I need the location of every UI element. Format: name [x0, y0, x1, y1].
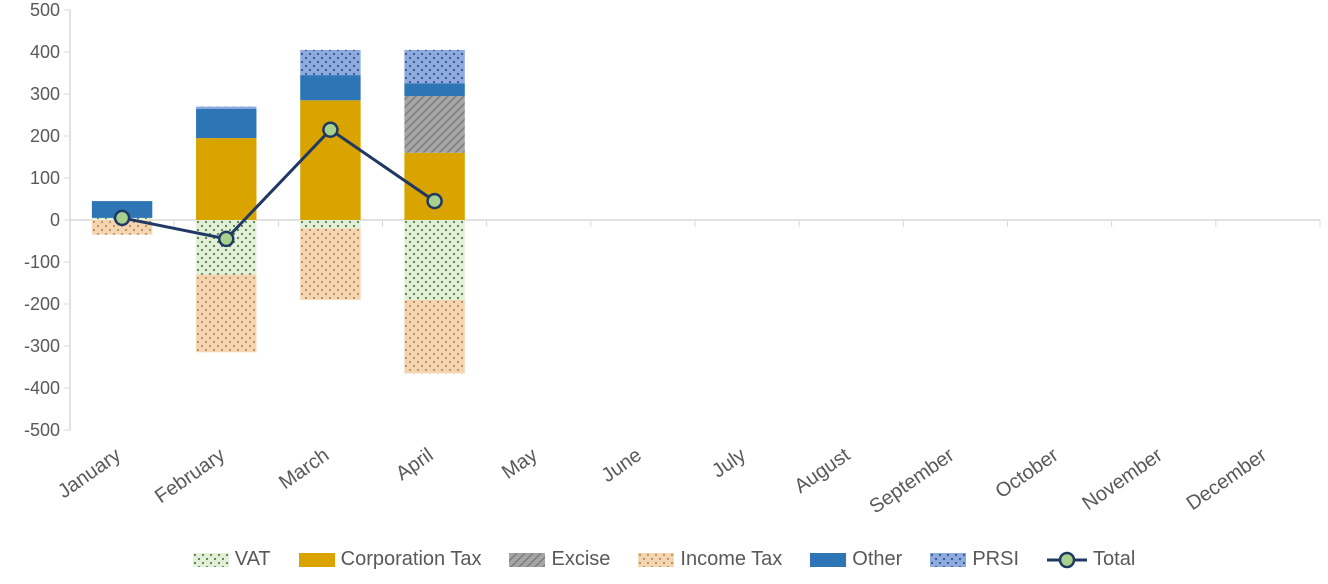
x-tick-label: July [708, 444, 750, 482]
legend-item-other: Other [810, 548, 902, 571]
x-tick-label: May [498, 444, 542, 484]
legend-item-total: Total [1047, 548, 1135, 571]
bars [92, 50, 465, 373]
y-tick-label: 300 [30, 84, 60, 104]
legend-item-prsi: PRSI [930, 548, 1019, 571]
y-tick-label: 0 [50, 210, 60, 230]
x-tick-label: February [151, 444, 229, 508]
x-tick-label: August [790, 444, 854, 498]
y-tick-label: -500 [24, 420, 60, 440]
legend-label: Other [852, 548, 902, 571]
legend: VAT Corporation Tax Excise Income Tax Other P… [0, 548, 1328, 571]
legend-label: PRSI [972, 548, 1019, 571]
y-tick-label: 400 [30, 42, 60, 62]
y-tick-label: 200 [30, 126, 60, 146]
legend-label: VAT [235, 548, 271, 571]
x-tick-label: December [1183, 444, 1271, 515]
chart-svg: -500 -400 -300 -200 -100 0 100 200 300 400 500 Janu… [0, 0, 1328, 584]
legend-label: Corporation Tax [341, 548, 482, 571]
x-tick-label: November [1078, 444, 1166, 515]
legend-label: Income Tax [680, 548, 782, 571]
x-tick-label: September [866, 444, 959, 518]
legend-item-vat: VAT [193, 548, 271, 571]
x-tick-label: January [54, 444, 125, 503]
legend-label: Excise [551, 548, 610, 571]
x-tick-label: March [275, 444, 333, 494]
y-tick-label: 100 [30, 168, 60, 188]
y-tick-label: -300 [24, 336, 60, 356]
y-tick-label: -400 [24, 378, 60, 398]
x-tick-label: June [598, 444, 646, 487]
y-tick-label: -200 [24, 294, 60, 314]
x-tick-label: April [392, 444, 437, 485]
legend-label: Total [1093, 548, 1135, 571]
y-tick-label: -100 [24, 252, 60, 272]
legend-item-excise: Excise [509, 548, 610, 571]
tax-variance-chart: -500 -400 -300 -200 -100 0 100 200 300 400 500 Janu… [0, 0, 1328, 584]
y-tick-label: 500 [30, 0, 60, 20]
legend-item-corp: Corporation Tax [299, 548, 482, 571]
x-tick-label: October [992, 444, 1063, 503]
legend-item-income: Income Tax [638, 548, 782, 571]
